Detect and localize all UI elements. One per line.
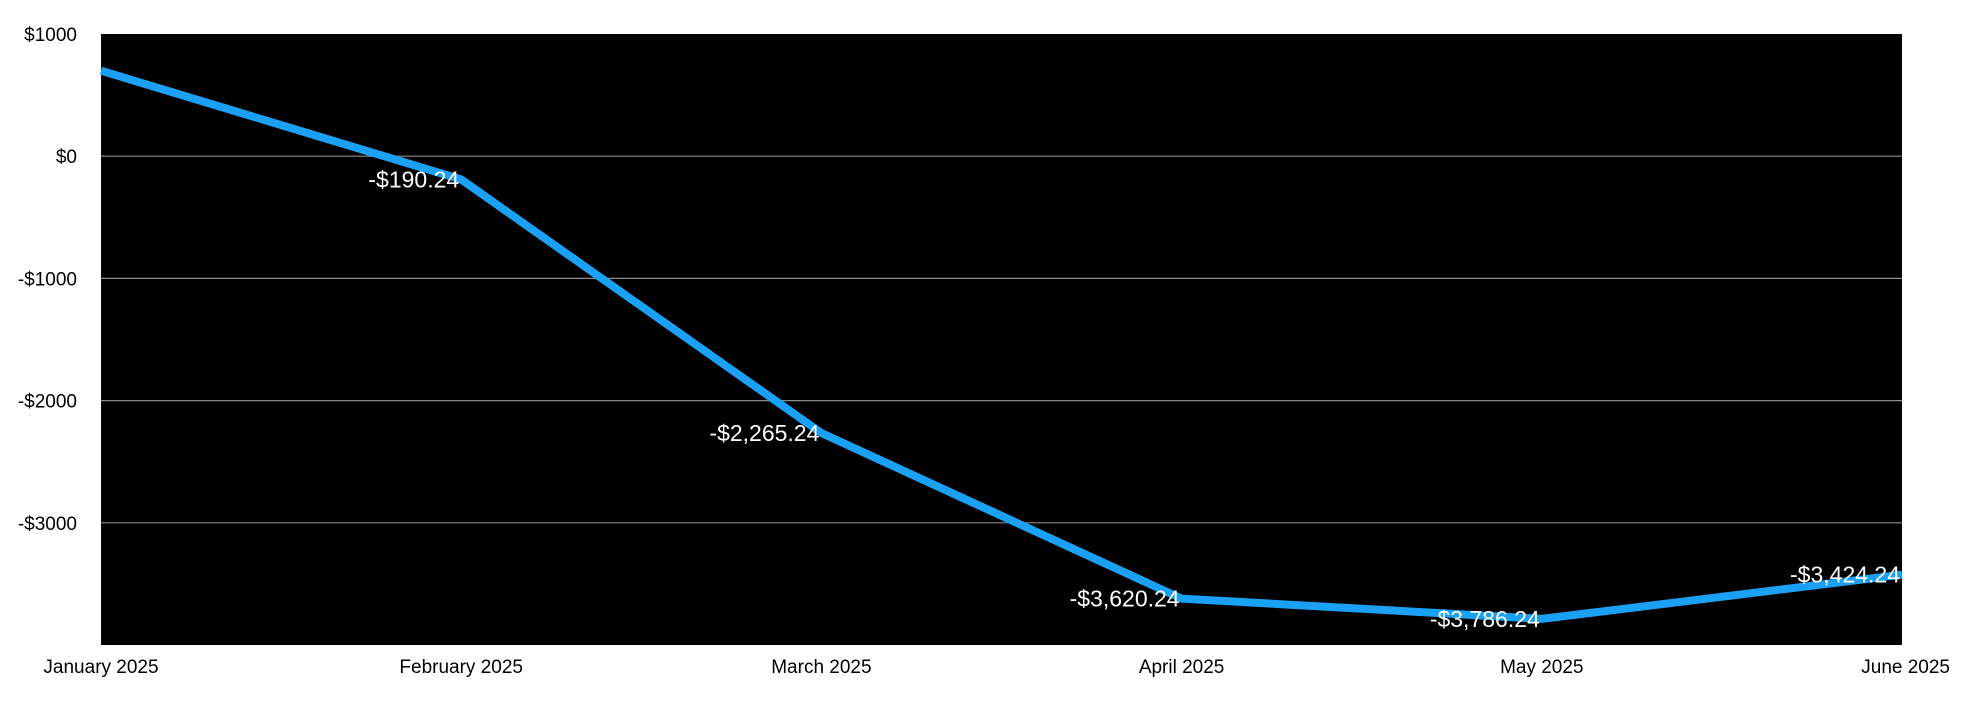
y-tick-label: $0 (56, 147, 77, 168)
y-tick-label: -$1000 (18, 269, 77, 290)
series-line (99, 66, 1903, 623)
x-tick-label: February 2025 (399, 657, 523, 678)
y-tick-label: -$3000 (18, 514, 77, 535)
x-tick-label: April 2025 (1139, 657, 1225, 678)
data-label: -$190.24 (368, 166, 459, 192)
data-label: -$3,620.24 (1070, 586, 1180, 612)
data-labels: -$190.24 -$2,265.24 -$3,620.24 -$3,786.24 -$… (368, 166, 1900, 631)
gridlines (101, 155, 1902, 524)
x-tick-label: January 2025 (43, 657, 158, 678)
x-tick-label: March 2025 (771, 657, 871, 678)
x-tick-label: June 2025 (1861, 657, 1950, 678)
y-tick-label: -$2000 (18, 392, 77, 413)
x-axis-tick-labels: January 2025 February 2025 March 2025 April… (43, 657, 1950, 678)
plot-background (101, 34, 1902, 645)
x-tick-label: May 2025 (1500, 657, 1583, 678)
data-label: -$3,424.24 (1790, 562, 1900, 588)
y-axis-tick-labels: $1000 $0 -$1000 -$2000 -$3000 (18, 25, 77, 535)
data-label: -$2,265.24 (709, 420, 819, 446)
data-label: -$3,786.24 (1430, 606, 1540, 632)
y-tick-label: $1000 (24, 25, 77, 46)
